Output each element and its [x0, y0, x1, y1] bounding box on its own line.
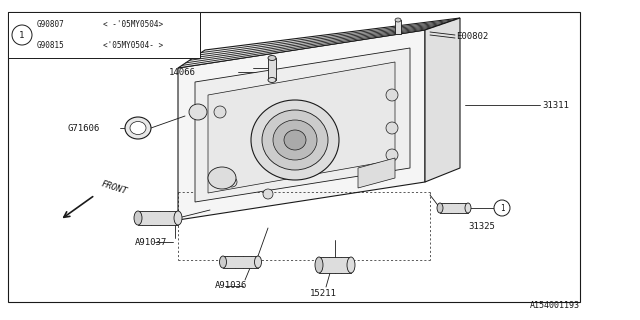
- Text: E00802: E00802: [456, 31, 488, 41]
- Ellipse shape: [465, 203, 471, 213]
- Circle shape: [214, 106, 226, 118]
- Text: A91037: A91037: [135, 237, 167, 246]
- Bar: [268, 58, 276, 80]
- Polygon shape: [178, 18, 460, 68]
- Bar: [138, 211, 178, 225]
- Text: 15211: 15211: [310, 289, 337, 298]
- Bar: [8, 12, 200, 58]
- Text: 31325: 31325: [468, 221, 495, 230]
- Bar: [440, 203, 468, 213]
- Ellipse shape: [395, 18, 401, 22]
- Text: 1: 1: [19, 30, 25, 39]
- Ellipse shape: [208, 167, 236, 189]
- Ellipse shape: [134, 211, 142, 225]
- Polygon shape: [358, 158, 395, 188]
- Text: < -'05MY0504>: < -'05MY0504>: [103, 20, 163, 29]
- Ellipse shape: [251, 100, 339, 180]
- Circle shape: [386, 149, 398, 161]
- Ellipse shape: [347, 257, 355, 273]
- Ellipse shape: [268, 55, 276, 60]
- Circle shape: [386, 89, 398, 101]
- Bar: [223, 256, 258, 268]
- Text: A154001193: A154001193: [530, 301, 580, 310]
- Ellipse shape: [255, 256, 262, 268]
- Ellipse shape: [130, 122, 146, 134]
- Polygon shape: [425, 18, 460, 182]
- Ellipse shape: [262, 110, 328, 170]
- Circle shape: [263, 189, 273, 199]
- Text: <'05MY0504- >: <'05MY0504- >: [103, 41, 163, 50]
- Text: A91036: A91036: [215, 282, 247, 291]
- Circle shape: [227, 177, 237, 187]
- Ellipse shape: [268, 77, 276, 83]
- Ellipse shape: [125, 117, 151, 139]
- Text: 1: 1: [500, 204, 504, 212]
- Ellipse shape: [273, 120, 317, 160]
- Polygon shape: [208, 62, 395, 193]
- Text: G71606: G71606: [68, 124, 100, 132]
- Bar: [395, 20, 401, 34]
- Bar: [319, 257, 351, 273]
- Polygon shape: [178, 30, 425, 220]
- Circle shape: [494, 200, 510, 216]
- Ellipse shape: [315, 257, 323, 273]
- Ellipse shape: [189, 104, 207, 120]
- Circle shape: [12, 25, 32, 45]
- Ellipse shape: [284, 130, 306, 150]
- Text: 14066: 14066: [169, 68, 196, 76]
- Text: FRONT: FRONT: [100, 180, 129, 196]
- Ellipse shape: [437, 203, 443, 213]
- Text: G90815: G90815: [37, 41, 65, 50]
- Ellipse shape: [174, 211, 182, 225]
- Bar: [8, 12, 580, 302]
- Ellipse shape: [220, 256, 227, 268]
- Polygon shape: [195, 48, 410, 202]
- Text: 31311: 31311: [542, 100, 569, 109]
- Circle shape: [386, 122, 398, 134]
- Text: G90807: G90807: [37, 20, 65, 29]
